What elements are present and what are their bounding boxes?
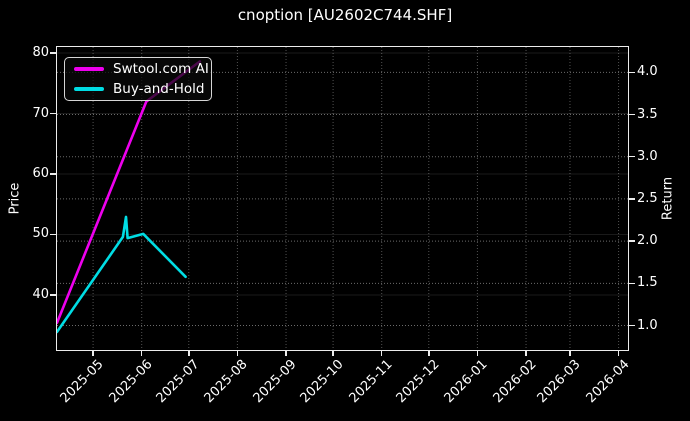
x-tick <box>92 350 94 356</box>
price-tick-label: 70 <box>32 105 49 121</box>
x-tick <box>525 350 527 356</box>
return-tick <box>629 324 635 327</box>
return-tick-label: 1.0 <box>637 317 658 333</box>
chart-canvas <box>57 47 628 350</box>
price-tick <box>50 52 56 54</box>
chart-title: cnoption [AU2602C744.SHF] <box>237 6 453 24</box>
return-tick <box>629 71 635 74</box>
legend-label-ai: Swtool.com AI <box>113 61 209 77</box>
return-tick-label: 2.0 <box>637 233 658 249</box>
price-tick <box>50 233 56 236</box>
price-tick <box>50 294 56 296</box>
price-tick <box>50 112 56 115</box>
legend-row: Swtool.com AI <box>74 59 211 79</box>
plot-area <box>56 46 629 351</box>
x-tick <box>476 350 479 356</box>
x-tick <box>332 350 334 356</box>
x-tick <box>617 350 620 356</box>
return-tick <box>629 155 635 158</box>
return-tick <box>629 240 635 242</box>
x-tick <box>188 350 190 356</box>
return-tick-label: 1.5 <box>637 275 658 291</box>
x-tick <box>285 350 287 356</box>
series-line-1 <box>57 215 187 334</box>
x-tick <box>140 350 143 356</box>
legend-swatch-buyhold <box>74 87 104 91</box>
price-tick <box>50 173 56 175</box>
return-tick-label: 4.0 <box>637 64 658 80</box>
legend: Swtool.com AI Buy-and-Hold <box>64 57 212 101</box>
price-tick-label: 50 <box>32 226 49 242</box>
return-tick-label: 3.5 <box>637 106 658 122</box>
x-tick <box>569 350 571 356</box>
return-tick <box>629 282 635 285</box>
price-tick-label: 60 <box>32 166 49 181</box>
price-tick-label: 80 <box>32 45 49 61</box>
legend-label-buyhold: Buy-and-Hold <box>113 81 205 97</box>
return-tick-label: 2.5 <box>637 190 658 206</box>
price-tick-label: 40 <box>32 286 49 302</box>
return-tick <box>629 113 635 116</box>
x-tick <box>428 350 430 356</box>
x-tick <box>380 350 383 356</box>
legend-swatch-ai <box>74 67 104 71</box>
return-tick <box>629 198 635 200</box>
return-tick-label: 3.0 <box>637 148 658 164</box>
legend-row: Buy-and-Hold <box>74 79 211 99</box>
x-tick <box>236 350 239 356</box>
